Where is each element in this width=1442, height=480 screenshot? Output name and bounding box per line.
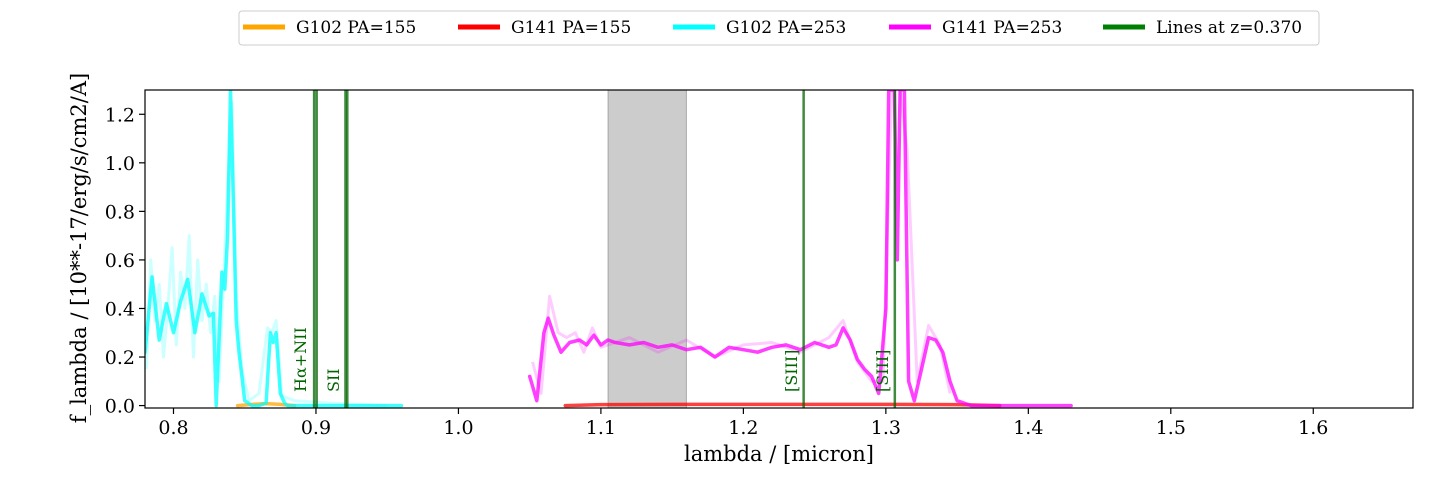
x-tick-label: 1.6 xyxy=(1298,417,1328,439)
emission-line-label: [SIII] xyxy=(873,350,892,392)
legend-item: Lines at z=0.370 xyxy=(1103,18,1302,38)
y-tick-label: 1.2 xyxy=(105,104,135,126)
emission-line-label: Hα+NII xyxy=(291,327,310,392)
series-raw-2 xyxy=(145,100,388,408)
y-tick-label: 1.0 xyxy=(105,153,135,175)
y-axis-label: f_lambda / [10**-17/erg/s/cm2/A] xyxy=(67,73,91,423)
y-tick-label: 0.6 xyxy=(105,250,135,272)
x-tick-label: 1.5 xyxy=(1156,417,1186,439)
masked-region xyxy=(607,90,687,408)
y-tick-label: 0.2 xyxy=(105,347,135,369)
legend-label: G141 PA=155 xyxy=(511,18,631,38)
legend-label: G102 PA=155 xyxy=(296,18,416,38)
series-line-3 xyxy=(527,90,1073,408)
y-tick-label: 0.4 xyxy=(105,298,135,320)
x-axis-label: lambda / [micron] xyxy=(684,442,874,466)
series-line-2 xyxy=(145,90,404,408)
plot-area: Hα+NII SII [SIII] [SIII] 0.8 0.9 1.0 1.1 1.2 1.3… xyxy=(105,89,1414,439)
y-tick-label: 0.0 xyxy=(105,396,135,418)
x-tick-label: 1.0 xyxy=(443,417,473,439)
x-tick-label: 1.4 xyxy=(1013,417,1043,439)
series-line-1 xyxy=(563,402,1002,408)
plot-frame xyxy=(144,89,1414,409)
x-tick-label: 1.1 xyxy=(586,417,616,439)
x-tick-label: 0.8 xyxy=(158,417,188,439)
legend-label: Lines at z=0.370 xyxy=(1156,18,1302,38)
emission-line-label: [SIII] xyxy=(782,350,801,392)
legend-label: G102 PA=253 xyxy=(726,18,846,38)
legend-label: G141 PA=253 xyxy=(942,18,1062,38)
legend-frame xyxy=(238,10,1320,46)
x-tick-label: 0.9 xyxy=(301,417,331,439)
legend-item: G102 PA=155 xyxy=(243,18,416,38)
x-tick-label: 1.3 xyxy=(871,417,901,439)
legend-item: G141 PA=253 xyxy=(889,18,1062,38)
y-tick-label: 0.8 xyxy=(105,201,135,223)
legend-item: G141 PA=155 xyxy=(458,18,631,38)
legend: G102 PA=155 G141 PA=155 G102 PA=253 G141 PA… xyxy=(238,10,1320,46)
emission-line-label: SII xyxy=(324,368,343,392)
x-tick-label: 1.2 xyxy=(728,417,758,439)
legend-item: G102 PA=253 xyxy=(673,18,846,38)
